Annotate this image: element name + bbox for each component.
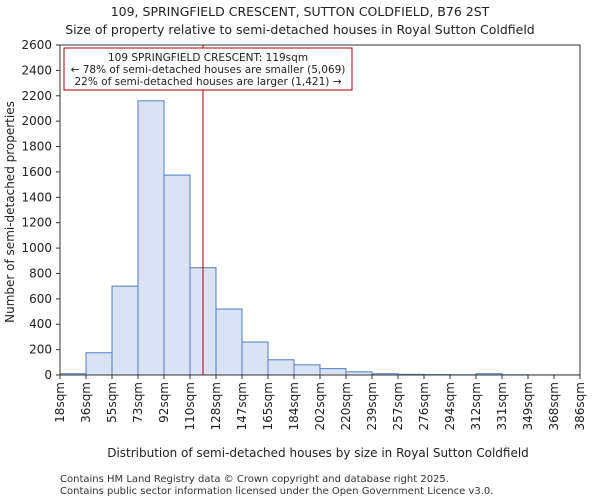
x-tick-label: 257sqm [391, 382, 405, 430]
y-tick-label: 600 [29, 292, 52, 306]
x-tick-label: 276sqm [417, 382, 431, 430]
chart-title-line-2: Size of property relative to semi-detach… [65, 22, 535, 37]
x-tick-label: 312sqm [469, 382, 483, 430]
x-axis-label: Distribution of semi-detached houses by … [107, 446, 529, 460]
y-tick-label: 1400 [21, 190, 52, 204]
histogram-bar [267, 359, 295, 376]
y-axis-label: Number of semi-detached properties [3, 101, 17, 323]
x-tick-label: 386sqm [573, 382, 587, 430]
y-tick-label: 200 [29, 343, 52, 357]
y-tick-label: 2400 [21, 63, 52, 77]
histogram-bar [85, 352, 113, 376]
x-tick-label: 18sqm [53, 382, 67, 423]
x-tick-label: 349sqm [521, 382, 535, 430]
histogram-bar [215, 308, 243, 376]
chart-title-line-1: 109, SPRINGFIELD CRESCENT, SUTTON COLDFI… [111, 4, 490, 19]
annotation-box: 109 SPRINGFIELD CRESCENT: 119sqm ← 78% o… [63, 47, 353, 91]
x-tick-label: 202sqm [313, 382, 327, 430]
histogram-bar [293, 364, 321, 376]
x-tick-label: 239sqm [365, 382, 379, 430]
histogram-bar [319, 368, 347, 376]
y-tick-label: 1600 [21, 165, 52, 179]
x-tick-label: 220sqm [339, 382, 353, 430]
y-tick-label: 2200 [21, 89, 52, 103]
histogram-bar [137, 100, 165, 376]
x-tick-label: 36sqm [79, 382, 93, 423]
y-tick-label: 1800 [21, 140, 52, 154]
histogram-bar [163, 174, 191, 376]
y-tick-label: 1000 [21, 241, 52, 255]
x-tick-label: 331sqm [495, 382, 509, 430]
x-tick-label: 184sqm [287, 382, 301, 430]
x-tick-label: 165sqm [261, 382, 275, 430]
footer-line-2: Contains public sector information licen… [60, 486, 493, 497]
y-tick-label: 2000 [21, 114, 52, 128]
x-tick-label: 110sqm [183, 382, 197, 430]
y-tick-label: 400 [29, 317, 52, 331]
histogram-bar [241, 341, 269, 376]
x-tick-label: 368sqm [547, 382, 561, 430]
annotation-line-1: 109 SPRINGFIELD CRESCENT: 119sqm [108, 52, 308, 64]
footer-line-1: Contains HM Land Registry data © Crown c… [60, 474, 449, 485]
y-tick-label: 0 [44, 368, 52, 382]
x-tick-label: 55sqm [105, 382, 119, 423]
histogram-bar [111, 285, 139, 376]
annotation-line-3: 22% of semi-detached houses are larger (… [74, 76, 341, 88]
x-tick-label: 73sqm [131, 382, 145, 423]
x-tick-label: 92sqm [157, 382, 171, 423]
x-tick-label: 128sqm [209, 382, 223, 430]
annotation-line-2: ← 78% of semi-detached houses are smalle… [71, 64, 346, 76]
x-tick-label: 294sqm [443, 382, 457, 430]
y-tick-label: 2600 [21, 38, 52, 52]
y-tick-label: 1200 [21, 216, 52, 230]
x-tick-label: 147sqm [235, 382, 249, 430]
y-tick-label: 800 [29, 266, 52, 280]
